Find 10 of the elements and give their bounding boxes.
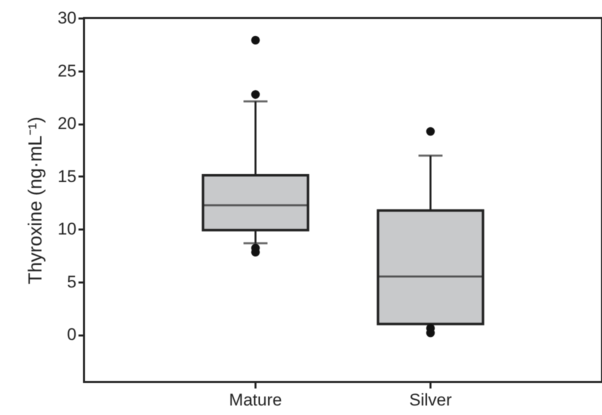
y-tick-label: 15	[58, 166, 76, 186]
y-tick-label: 20	[58, 114, 76, 134]
x-tick-label: Mature	[229, 390, 282, 410]
y-tick-label: 30	[58, 8, 76, 28]
y-tick-label: 5	[67, 272, 76, 292]
x-tick-label: Silver	[409, 390, 452, 410]
y-tick-label: 25	[58, 61, 76, 80]
y-tick-label: 10	[58, 220, 76, 239]
y-axis-title: Thyroxine (ng·mL⁻¹)	[26, 116, 47, 284]
y-tick-label: 0	[67, 325, 76, 344]
